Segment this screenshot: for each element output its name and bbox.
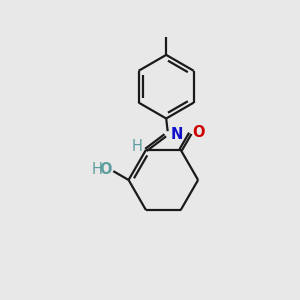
Text: H: H xyxy=(132,139,142,154)
Text: H: H xyxy=(92,163,103,178)
Text: O: O xyxy=(99,163,112,178)
Text: O: O xyxy=(193,124,205,140)
Text: N: N xyxy=(171,127,183,142)
